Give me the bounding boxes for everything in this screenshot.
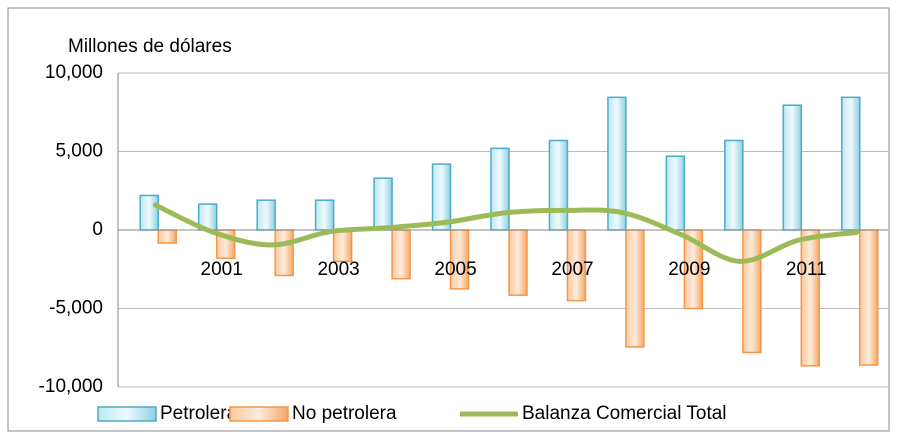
bar [742,229,762,354]
bar [391,229,411,280]
y-tick-label: -10,000 [39,376,103,397]
x-tick-label: 2009 [668,259,710,280]
bar [782,104,803,231]
y-tick-label: 5,000 [55,141,103,162]
y-axis-label: Millones de dólares [68,36,232,57]
y-tick-label: -5,000 [49,298,103,319]
bar [373,177,393,231]
bar [841,96,861,231]
legend-label: Balanza Comercial Total [522,403,727,424]
y-tick-label: 10,000 [45,62,103,83]
bar [256,199,276,231]
bar [625,229,645,348]
bar [139,194,159,231]
x-tick-label: 2003 [317,259,359,280]
legend-swatch [229,406,289,422]
bar [490,147,510,231]
x-tick-label: 2011 [786,259,827,280]
bar [859,229,879,366]
bar [157,229,177,244]
x-tick-label: 2007 [551,259,593,280]
bar [508,229,528,296]
legend-swatch [97,406,157,422]
legend-label: Petrolera [160,403,238,424]
line [152,202,860,264]
bar [724,139,744,231]
y-tick-label: 0 [92,219,103,240]
legend-label: No petrolera [292,403,397,424]
bar [314,199,335,231]
bar [548,139,569,231]
bar [665,155,686,231]
x-tick-label: 2001 [201,259,243,280]
bar [274,229,294,277]
bar [800,229,821,367]
bar [332,229,353,263]
x-tick-label: 2005 [434,259,476,280]
